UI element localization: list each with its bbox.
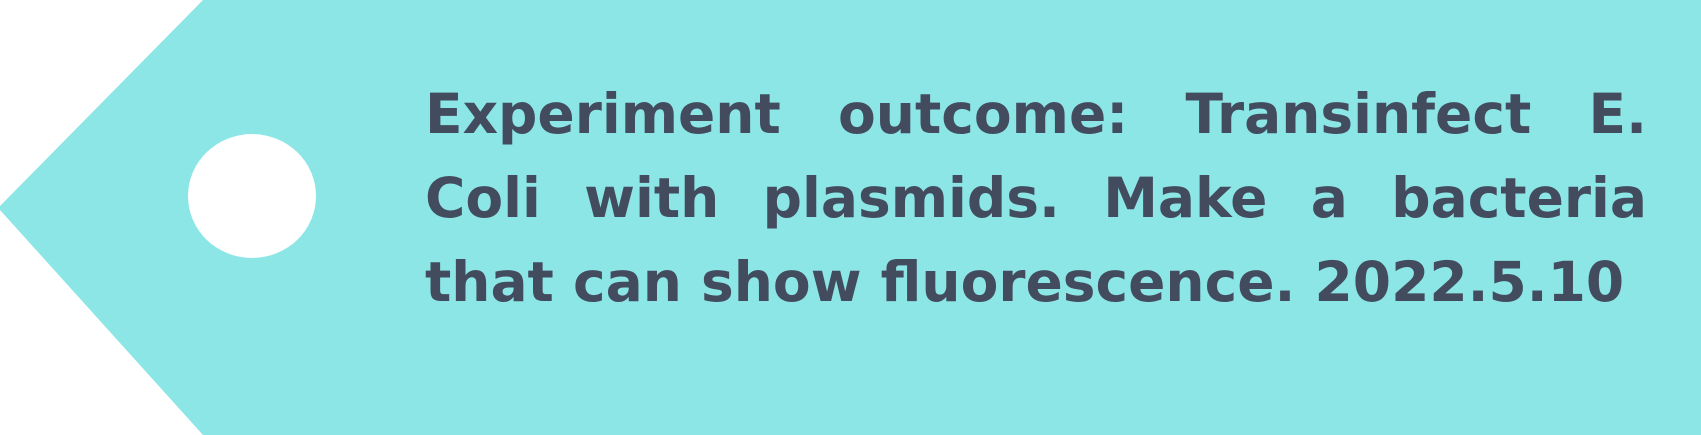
tag-hole bbox=[188, 134, 316, 258]
tag-text: Experiment outcome: Transinfect E. Coli … bbox=[425, 82, 1647, 314]
